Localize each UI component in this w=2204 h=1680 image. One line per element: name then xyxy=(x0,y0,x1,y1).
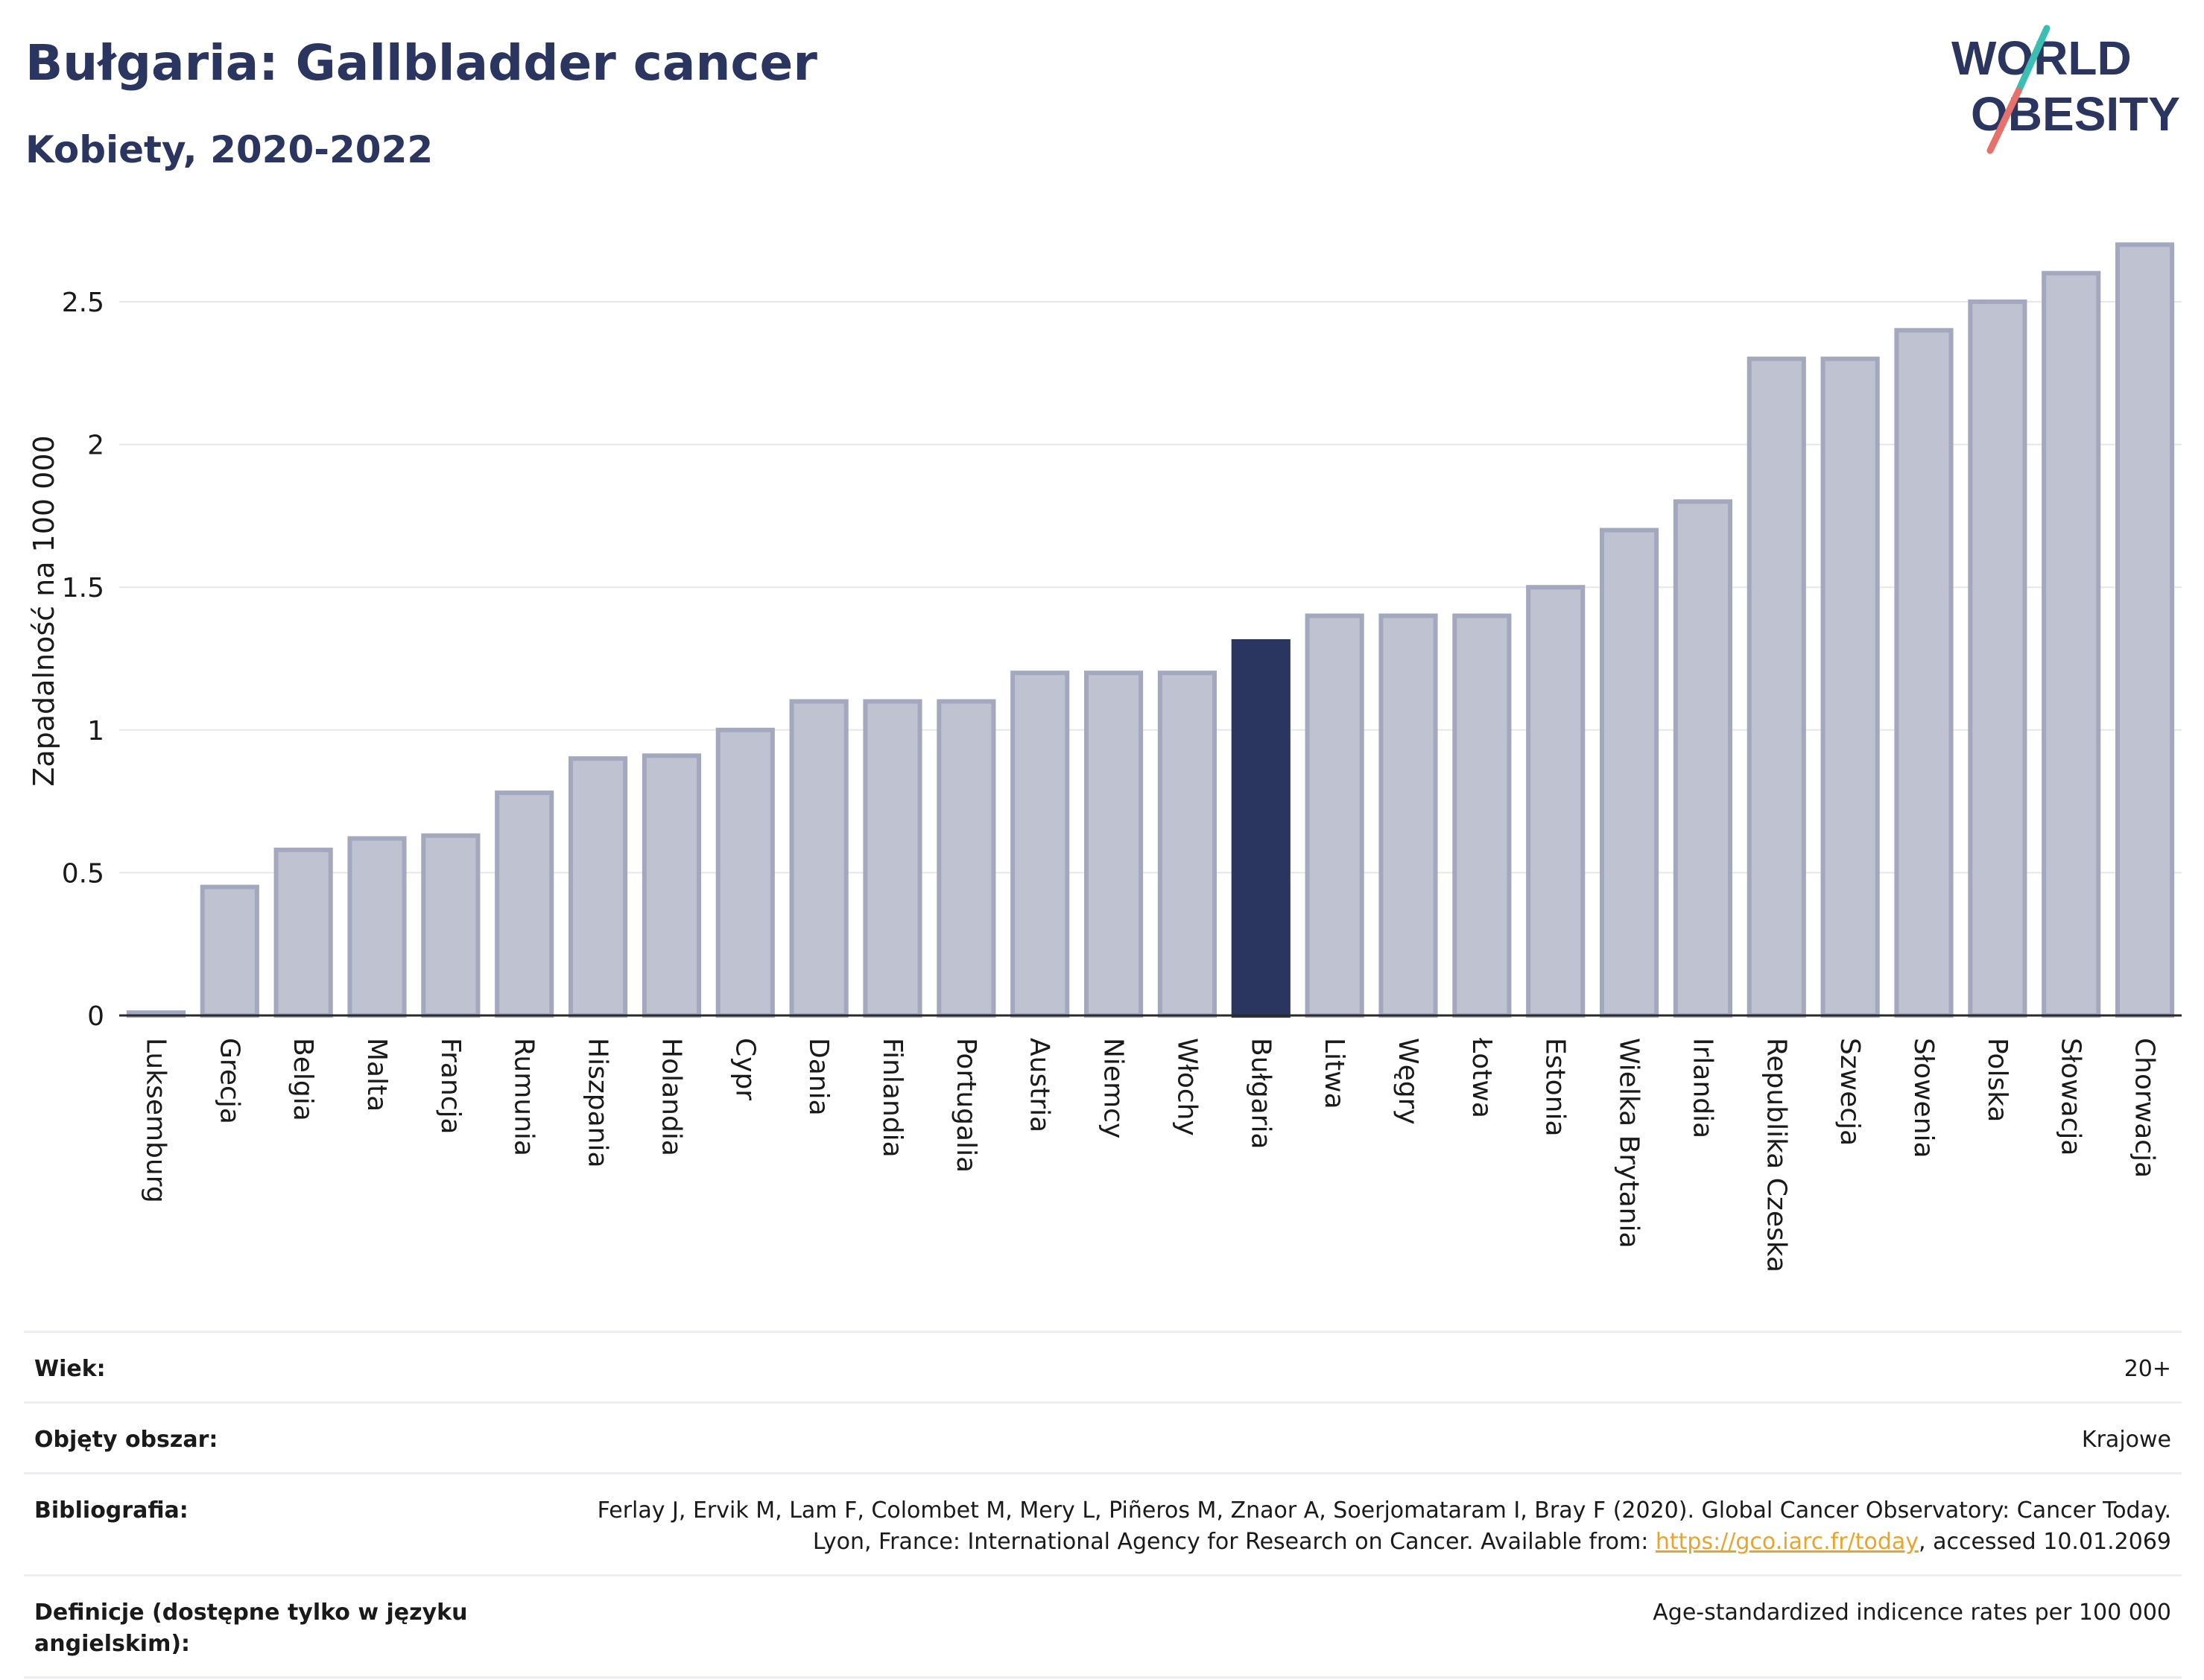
metadata-table: Wiek: 20+ Objęty obszar: Krajowe Bibliog… xyxy=(24,1331,2182,1679)
bar xyxy=(495,790,554,1018)
bar xyxy=(642,753,702,1018)
bar xyxy=(2042,270,2101,1018)
bar xyxy=(1747,356,1806,1018)
x-tick-label: Rumunia xyxy=(509,1038,539,1156)
bar xyxy=(200,884,259,1018)
logo-slash-top xyxy=(2015,25,2051,95)
bibliography-link[interactable]: https://gco.iarc.fr/today xyxy=(1655,1529,1919,1555)
y-tick-label: 2 xyxy=(87,431,104,461)
bibliography-text: Ferlay J, Ervik M, Lam F, Colombet M, Me… xyxy=(597,1497,2171,1555)
x-tick-label: Francja xyxy=(435,1038,466,1135)
bibliography-accessed: , accessed 10.01.2069 xyxy=(1919,1529,2171,1555)
y-tick-label: 2.5 xyxy=(62,288,104,318)
x-tick-label: Holandia xyxy=(656,1038,686,1156)
x-tick-label: Republika Czeska xyxy=(1761,1038,1791,1272)
x-tick-label: Estonia xyxy=(1540,1038,1571,1137)
meta-bibliography-value: Ferlay J, Ervik M, Lam F, Colombet M, Me… xyxy=(532,1495,2171,1558)
y-axis-label: Zapadalność na 100 000 xyxy=(28,435,60,786)
x-tick-label: Austria xyxy=(1025,1038,1055,1132)
x-tick-label: Włochy xyxy=(1171,1038,1202,1136)
bar xyxy=(1010,671,1070,1018)
x-tick-label: Irlandia xyxy=(1687,1038,1717,1138)
bar xyxy=(1526,585,1586,1018)
meta-row-age: Wiek: 20+ xyxy=(24,1331,2182,1401)
bar xyxy=(1894,328,1954,1018)
bar xyxy=(863,699,922,1018)
x-tick-label: Finlandia xyxy=(877,1038,908,1158)
meta-definitions-label: Definicje (dostępne tylko w języku angie… xyxy=(34,1600,468,1657)
meta-age-value: 20+ xyxy=(2124,1356,2171,1382)
x-tick-label: Cypr xyxy=(729,1038,760,1100)
bar xyxy=(937,699,996,1018)
logo-slash-bottom xyxy=(1986,87,2022,154)
bar xyxy=(1378,613,1438,1018)
bar xyxy=(1231,639,1291,1018)
bar xyxy=(1083,671,1144,1018)
meta-coverage-value: Krajowe xyxy=(2081,1427,2171,1453)
x-tick-label: Dania xyxy=(803,1038,834,1116)
x-tick-label: Słowacja xyxy=(2056,1038,2086,1156)
x-tick-label: Chorwacja xyxy=(2129,1038,2160,1178)
y-tick-label: 1 xyxy=(87,716,104,747)
world-obesity-logo: WORLD OBESITY xyxy=(1951,25,2180,154)
x-tick-label: Hiszpania xyxy=(583,1038,613,1168)
y-tick-label: 0.5 xyxy=(62,858,104,889)
bar xyxy=(789,699,849,1018)
meta-coverage-label: Objęty obszar: xyxy=(34,1427,218,1453)
x-tick-label: Belgia xyxy=(288,1038,318,1121)
bar xyxy=(1968,299,2027,1018)
x-tick-label: Grecja xyxy=(214,1038,244,1124)
x-tick-label: Łotwa xyxy=(1466,1037,1497,1118)
bar xyxy=(347,836,407,1018)
x-tick-label: Luksemburg xyxy=(140,1038,171,1203)
meta-row-definitions: Definicje (dostępne tylko w języku angie… xyxy=(24,1574,2182,1679)
y-tick-label: 0 xyxy=(87,1001,104,1032)
x-tick-label: Niemcy xyxy=(1098,1038,1129,1138)
meta-row-coverage: Objęty obszar: Krajowe xyxy=(24,1401,2182,1472)
bar xyxy=(273,847,333,1018)
bar xyxy=(2115,242,2175,1018)
bar xyxy=(1599,527,1659,1018)
x-tick-label: Wielka Brytania xyxy=(1614,1038,1644,1249)
bar xyxy=(1157,671,1217,1018)
bar xyxy=(1673,499,1733,1018)
bar xyxy=(421,833,481,1018)
x-tick-label: Litwa xyxy=(1319,1038,1349,1109)
bar xyxy=(715,727,775,1018)
meta-row-bibliography: Bibliografia: Ferlay J, Ervik M, Lam F, … xyxy=(24,1472,2182,1574)
bars xyxy=(126,242,2175,1018)
meta-bibliography-label: Bibliografia: xyxy=(34,1497,189,1524)
x-tick-label: Szwecja xyxy=(1834,1038,1865,1146)
bar-chart: 0 0.5 1 1.5 2 2.5 Luksemburg Grecja Belgia Malta F… xyxy=(28,242,2182,1272)
bar xyxy=(568,756,628,1018)
bar xyxy=(1820,356,1880,1018)
meta-age-label: Wiek: xyxy=(34,1356,106,1382)
x-tick-label: Węgry xyxy=(1393,1038,1423,1125)
chart-subtitle: Kobiety, 2020-2022 xyxy=(25,128,434,171)
x-tick-label: Polska xyxy=(1982,1038,2013,1122)
bar xyxy=(1305,613,1364,1018)
axes: 0 0.5 1 1.5 2 2.5 Luksemburg Grecja Belgia Malta F… xyxy=(62,288,2182,1272)
x-tick-label: Malta xyxy=(361,1038,392,1112)
x-tick-label: Portugalia xyxy=(951,1038,981,1173)
x-tick-label: Słowenia xyxy=(1908,1038,1939,1158)
bar xyxy=(1452,613,1512,1018)
y-tick-label: 1.5 xyxy=(62,573,104,603)
meta-definitions-value: Age-standardized indicence rates per 100… xyxy=(1653,1600,2171,1626)
x-tick-label: Bułgaria xyxy=(1245,1038,1276,1150)
chart-title: Bułgaria: Gallbladder cancer xyxy=(25,34,817,92)
